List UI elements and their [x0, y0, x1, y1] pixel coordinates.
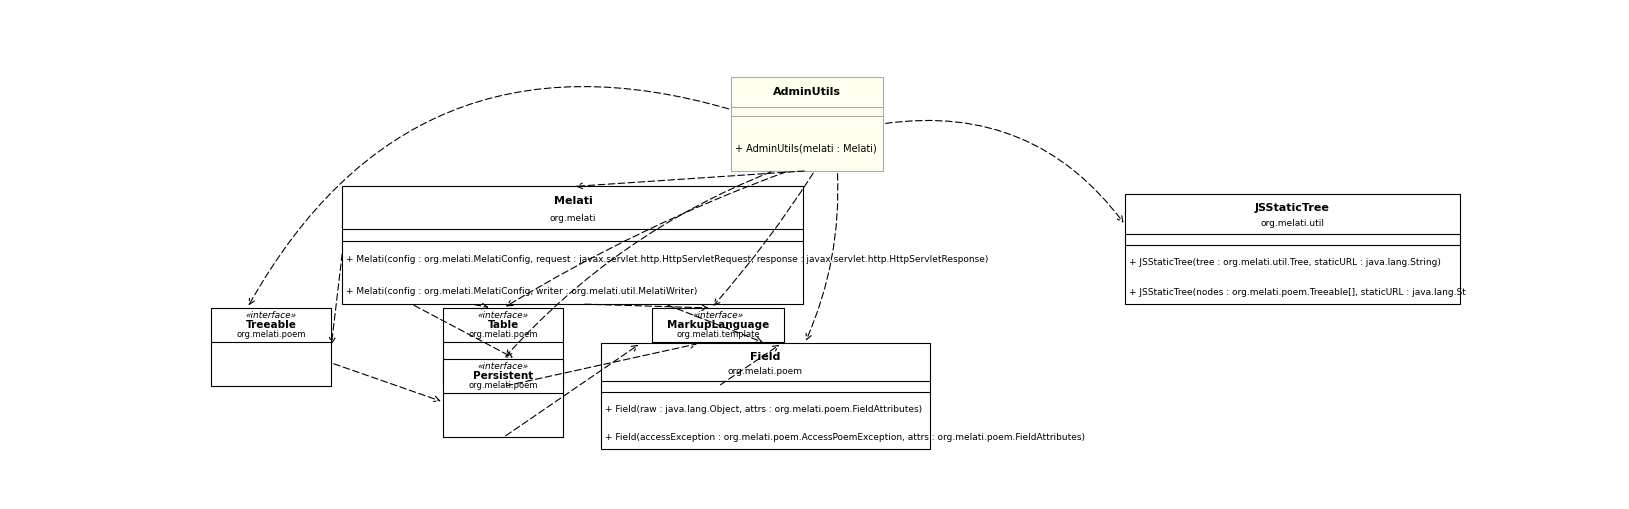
Text: + Field(accessException : org.melati.poem.AccessPoemException, attrs : org.melat: + Field(accessException : org.melati.poe… — [604, 433, 1085, 442]
Bar — [212, 308, 331, 386]
Text: Field: Field — [751, 352, 780, 361]
Bar — [652, 308, 785, 386]
Text: AdminUtils: AdminUtils — [774, 87, 841, 97]
Text: JSStaticTree: JSStaticTree — [1254, 203, 1329, 213]
Text: Persistent: Persistent — [474, 371, 534, 381]
Text: + JSStaticTree(tree : org.melati.util.Tree, staticURL : java.lang.String): + JSStaticTree(tree : org.melati.util.Tr… — [1129, 258, 1442, 267]
Bar — [342, 186, 803, 304]
Text: + AdminUtils(melati : Melati): + AdminUtils(melati : Melati) — [735, 144, 876, 154]
Bar — [731, 77, 883, 171]
Text: + JSStaticTree(nodes : org.melati.poem.Treeable[], staticURL : java.lang.String): + JSStaticTree(nodes : org.melati.poem.T… — [1129, 288, 1487, 297]
Text: org.melati: org.melati — [549, 214, 596, 223]
Text: org.melati.poem: org.melati.poem — [469, 330, 538, 340]
Text: Melati: Melati — [554, 196, 593, 206]
Text: + Field(raw : java.lang.Object, attrs : org.melati.poem.FieldAttributes): + Field(raw : java.lang.Object, attrs : … — [604, 405, 922, 414]
Text: org.melati.util: org.melati.util — [1261, 219, 1324, 229]
Bar — [443, 308, 564, 386]
Text: org.melati.poem: org.melati.poem — [236, 330, 306, 340]
Text: «interface»: «interface» — [692, 311, 744, 320]
Text: MarkupLanguage: MarkupLanguage — [666, 320, 769, 330]
Text: Treeable: Treeable — [246, 320, 296, 330]
Bar — [601, 343, 930, 449]
Text: «interface»: «interface» — [477, 362, 529, 371]
Bar — [443, 359, 564, 437]
Text: + Melati(config : org.melati.MelatiConfig, writer : org.melati.util.MelatiWriter: + Melati(config : org.melati.MelatiConfi… — [347, 287, 697, 296]
Text: org.melati.template: org.melati.template — [676, 330, 759, 340]
Bar — [1126, 194, 1460, 304]
Text: org.melati.poem: org.melati.poem — [728, 367, 803, 376]
Text: org.melati.poem: org.melati.poem — [469, 381, 538, 390]
Text: «interface»: «interface» — [477, 311, 529, 320]
Text: Table: Table — [487, 320, 520, 330]
Text: + Melati(config : org.melati.MelatiConfig, request : javax.servlet.http.HttpServ: + Melati(config : org.melati.MelatiConfi… — [347, 255, 989, 264]
Text: «interface»: «interface» — [246, 311, 296, 320]
